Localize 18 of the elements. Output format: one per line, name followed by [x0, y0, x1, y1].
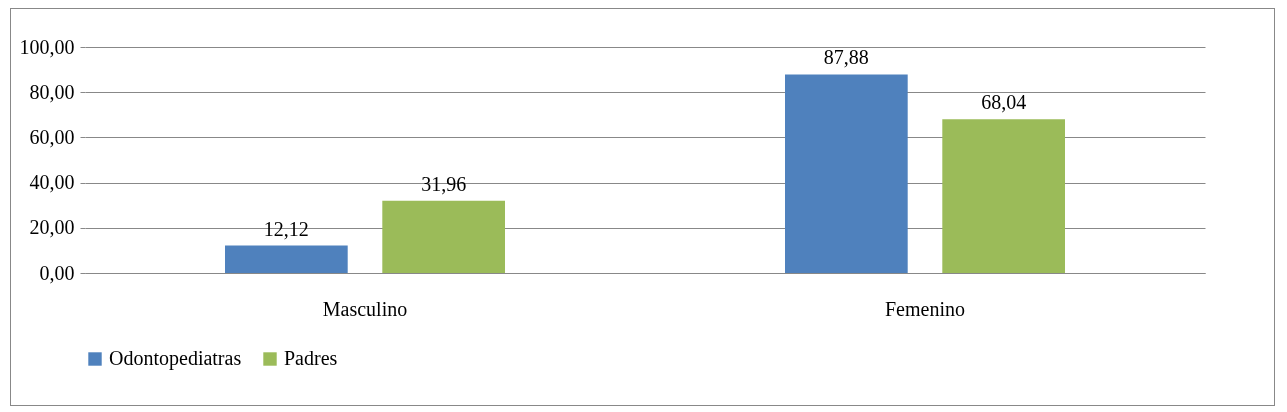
y-tick-label: 40,00	[29, 171, 75, 194]
x-tick-label: Femenino	[885, 297, 965, 320]
y-tick-label: 20,00	[29, 216, 75, 239]
data-label: 31,96	[421, 172, 467, 195]
y-tick-label: 60,00	[29, 125, 75, 148]
bar	[785, 74, 908, 273]
legend-label: Odontopediatras	[109, 347, 242, 370]
x-tick-label: Masculino	[322, 297, 408, 320]
data-label: 12,12	[263, 217, 309, 240]
y-tick-label: 80,00	[29, 80, 75, 103]
data-label: 87,88	[823, 46, 869, 69]
data-label: 68,04	[981, 91, 1027, 114]
y-tick-label: 0,00	[39, 261, 75, 284]
bar	[225, 245, 348, 273]
bar	[942, 119, 1065, 273]
y-tick-label: 100,00	[19, 35, 75, 58]
legend-label: Padres	[284, 347, 338, 369]
bar	[382, 200, 505, 273]
